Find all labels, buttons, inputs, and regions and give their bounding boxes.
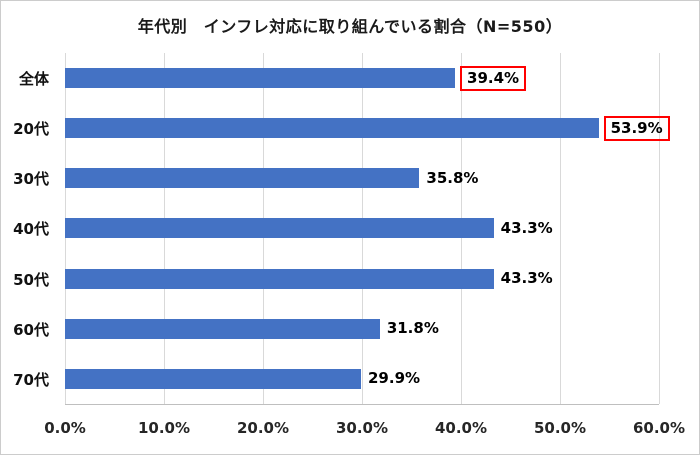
- chart-title: 年代別 インフレ対応に取り組んでいる割合（N=550）: [137, 17, 563, 36]
- bar: [65, 118, 599, 139]
- gridline: [559, 53, 561, 404]
- bar-row: 53.9%: [65, 103, 670, 153]
- value-label: 29.9%: [368, 369, 421, 388]
- value-label: 43.3%: [500, 218, 553, 237]
- value-label: 39.4%: [460, 65, 527, 91]
- bar: [65, 68, 456, 89]
- bar: [65, 168, 420, 189]
- bar: [65, 368, 361, 389]
- x-tick-label: 20.0%: [236, 419, 290, 437]
- x-tick-label: 50.0%: [533, 419, 587, 437]
- x-tick-label: 60.0%: [632, 419, 686, 437]
- bar-row: 31.8%: [65, 304, 659, 354]
- y-axis-label: 20代: [13, 119, 49, 138]
- bar-row: 43.3%: [65, 203, 659, 253]
- x-tick-label: 40.0%: [434, 419, 488, 437]
- x-tick-label: 0.0%: [44, 419, 86, 437]
- y-axis-label: 70代: [13, 371, 49, 390]
- y-axis-label: 40代: [13, 220, 49, 239]
- x-tick-label: 10.0%: [137, 419, 191, 437]
- bar-row: 39.4%: [65, 53, 659, 103]
- bar: [65, 218, 494, 239]
- value-label: 35.8%: [426, 168, 479, 187]
- value-label: 43.3%: [500, 269, 553, 288]
- bar: [65, 268, 494, 289]
- y-axis-labels: 全体 20代 30代 40代 50代 60代 70代: [11, 53, 65, 405]
- x-tick-label: 30.0%: [335, 419, 389, 437]
- value-label: 31.8%: [386, 319, 439, 338]
- y-axis-label: 全体: [18, 69, 49, 88]
- plot-area: 39.4% 53.9% 35.8% 43.3% 43.3%: [65, 53, 670, 405]
- y-axis-label: 30代: [13, 170, 49, 189]
- bar-rows: 39.4% 53.9% 35.8% 43.3% 43.3%: [65, 53, 670, 404]
- y-axis-label: 60代: [13, 321, 49, 340]
- y-axis-label: 50代: [13, 270, 49, 289]
- gridline: [659, 53, 660, 404]
- bar-row: 35.8%: [65, 153, 659, 203]
- x-axis: 0.0% 10.0% 20.0% 30.0% 40.0% 50.0% 60.0%: [44, 413, 685, 445]
- bar-row: 29.9%: [65, 354, 659, 404]
- value-label: 53.9%: [603, 115, 670, 141]
- chart-body: 全体 20代 30代 40代 50代 60代 70代 39.4%: [11, 53, 670, 405]
- bar: [65, 318, 380, 339]
- bar-row: 43.3%: [65, 254, 659, 304]
